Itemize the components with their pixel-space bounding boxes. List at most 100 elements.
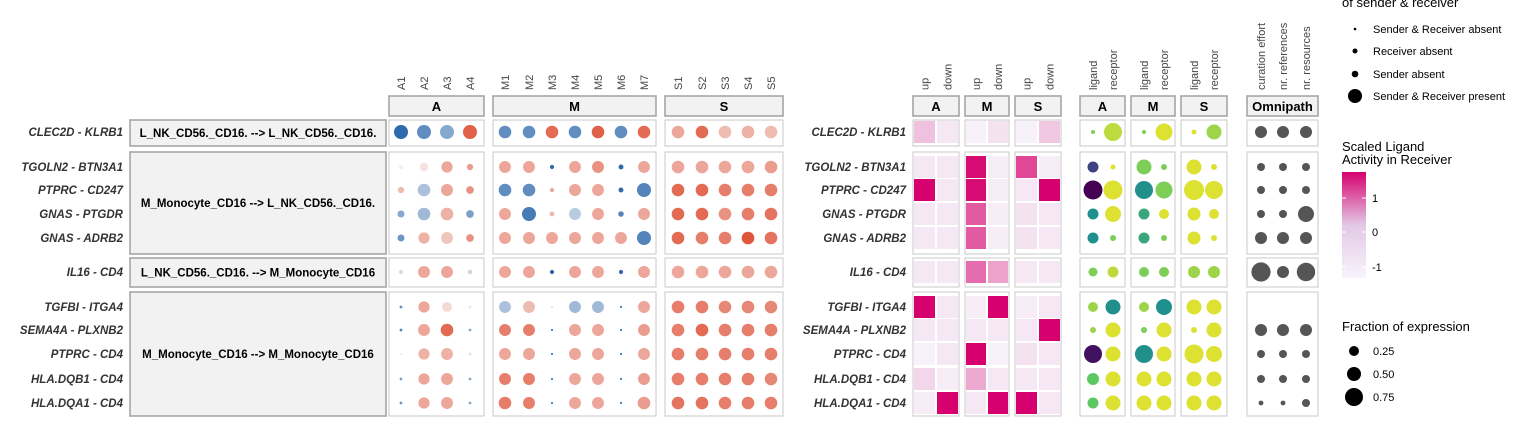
activity-tile xyxy=(914,319,935,341)
activity-tile xyxy=(988,121,1008,143)
panel-cell-frame xyxy=(1079,151,1126,255)
expression-dot xyxy=(523,266,535,278)
panel-cell-frame xyxy=(664,257,784,288)
expression-dot xyxy=(398,164,404,170)
activity-tile xyxy=(1039,179,1060,201)
expression-dot xyxy=(468,328,472,332)
omnipath-dot xyxy=(1279,350,1287,358)
row-labels: CLEC2D - KLRB1 TGOLN2 - BTN3A1 PTPRC - CD2… xyxy=(20,127,124,410)
column-label: S2 xyxy=(697,77,709,90)
ligand-receptor-dot xyxy=(1105,322,1121,338)
expression-dot xyxy=(550,401,554,405)
expression-dot xyxy=(523,232,535,244)
ligand-receptor-dot xyxy=(1105,299,1121,315)
activity-tile xyxy=(1039,368,1060,390)
expression-dot xyxy=(441,397,453,409)
fraction-legend-key xyxy=(1345,388,1363,406)
row-label-right: IL16 - CD4 xyxy=(850,267,907,279)
expression-dot xyxy=(718,231,732,245)
panel-header-label: Omnipath xyxy=(1252,99,1313,114)
expression-dot xyxy=(549,269,555,275)
fraction-legend: 0.25 0.50 0.75 xyxy=(1345,346,1394,406)
omnipath-dot xyxy=(1277,232,1289,244)
expression-dot xyxy=(569,348,581,360)
expression-dot xyxy=(417,125,431,139)
expression-dot xyxy=(441,373,453,385)
expression-dot xyxy=(741,300,755,314)
column-label: M5 xyxy=(593,75,605,90)
activity-tile xyxy=(1039,392,1060,414)
fraction-legend-title: Fraction of expression xyxy=(1342,319,1470,334)
expression-dot xyxy=(397,186,405,194)
activity-tile xyxy=(966,261,986,283)
expression-dot xyxy=(550,328,554,332)
expression-dot xyxy=(741,372,755,386)
panel-header-label: M xyxy=(569,99,580,114)
ligand-receptor-dot xyxy=(1156,371,1172,387)
expression-dot xyxy=(546,232,558,244)
panel-cell-frame xyxy=(664,151,784,255)
expression-dot xyxy=(550,352,554,356)
panel-header xyxy=(1180,95,1228,117)
column-label: ligand xyxy=(1088,61,1100,90)
activity-tile xyxy=(1016,261,1037,283)
expression-dot xyxy=(569,324,581,336)
activity-tile xyxy=(937,227,958,249)
activity-tile xyxy=(1016,319,1037,341)
activity-tile xyxy=(937,343,958,365)
expression-dot xyxy=(569,301,581,313)
row-label-right: GNAS - ADRB2 xyxy=(823,233,906,245)
expression-dot xyxy=(695,347,709,361)
panel-header xyxy=(388,95,485,117)
expression-dot xyxy=(741,207,755,221)
expression-dot xyxy=(569,373,581,385)
panel-cell-frame xyxy=(492,291,657,417)
omnipath-dot xyxy=(1257,210,1265,218)
expression-dot xyxy=(614,125,628,139)
expression-dot xyxy=(764,372,778,386)
activity-tile xyxy=(1016,203,1037,225)
expression-dot xyxy=(671,183,685,197)
expression-dot xyxy=(764,300,778,314)
row-label: GNAS - PTGDR xyxy=(39,209,123,221)
expression-dot xyxy=(569,397,581,409)
presence-legend-key xyxy=(1351,70,1359,78)
panel-cell-frame xyxy=(1130,291,1176,417)
activity-tile xyxy=(937,121,958,143)
expression-dot xyxy=(592,301,604,313)
expression-dot xyxy=(499,232,511,244)
dot-panel-M: M M1 M2 M3 M4 M5 M6 M7 xyxy=(492,75,657,417)
panel-header xyxy=(1079,95,1126,117)
row-label: HLA.DQB1 - CD4 xyxy=(31,374,124,386)
panel-header xyxy=(1246,95,1319,117)
activity-tile xyxy=(1039,227,1060,249)
scaled-legend-title-1: Scaled Ligand xyxy=(1342,139,1424,154)
row-label: TGFBI - ITGA4 xyxy=(44,302,123,314)
ligand-receptor-dot xyxy=(1186,371,1202,387)
expression-dot xyxy=(638,266,650,278)
panel-cell-frame xyxy=(912,291,960,417)
expression-dot xyxy=(522,183,536,197)
expression-dot xyxy=(671,396,685,410)
activity-tile xyxy=(966,343,986,365)
panel-header xyxy=(492,95,657,117)
ligand-receptor-dot xyxy=(1084,345,1102,363)
omnipath-dot xyxy=(1277,266,1289,278)
expression-dot xyxy=(695,300,709,314)
tile-panel-M: Mup down xyxy=(964,64,1010,417)
omnipath-dot xyxy=(1255,126,1267,138)
expression-dot xyxy=(592,348,604,360)
omnipath-dot xyxy=(1280,400,1286,406)
expression-dot xyxy=(399,401,403,405)
expression-dot xyxy=(671,125,685,139)
ligand-receptor-dot xyxy=(1184,344,1204,364)
expression-dot xyxy=(671,347,685,361)
omnipath-dot xyxy=(1257,375,1265,383)
expression-dot xyxy=(718,125,732,139)
activity-tile xyxy=(914,343,935,365)
activity-tile xyxy=(988,319,1008,341)
column-label: A1 xyxy=(396,77,408,90)
panel-cell-frame xyxy=(492,119,657,147)
